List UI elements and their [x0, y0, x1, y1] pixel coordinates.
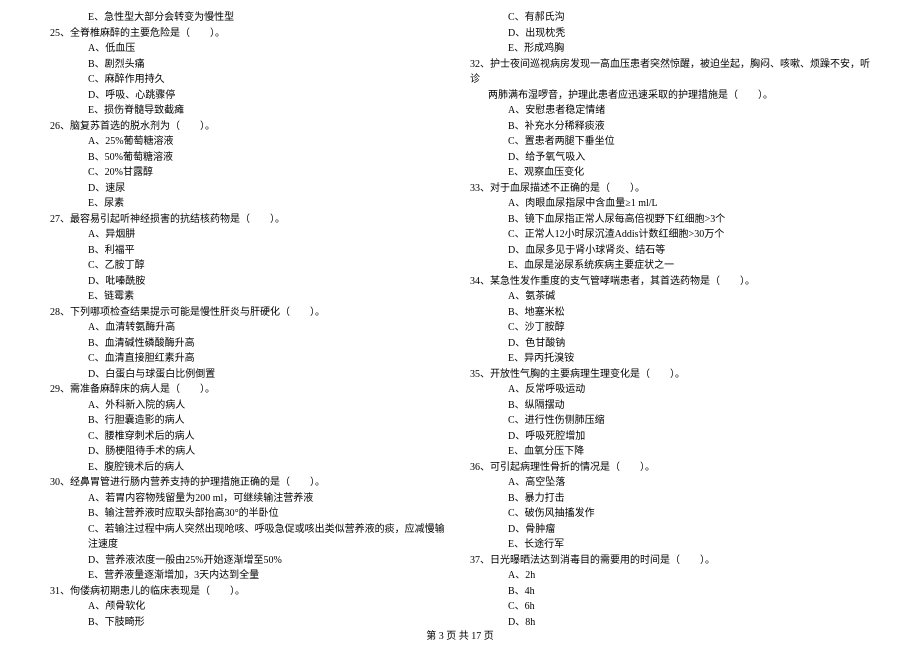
q26-stem: 26、脑复苏首选的脱水剂为（ ）。: [50, 119, 450, 135]
q25-e: E、损伤脊髓导致截瘫: [50, 103, 450, 119]
q25-stem: 25、全脊椎麻醉的主要危险是（ ）。: [50, 26, 450, 42]
q36-e: E、长途行军: [470, 537, 870, 553]
q28-a: A、血清转氨酶升高: [50, 320, 450, 336]
q29-c: C、腰椎穿刺术后的病人: [50, 429, 450, 445]
q28-d: D、白蛋白与球蛋白比例倒置: [50, 367, 450, 383]
q31-a: A、颅骨软化: [50, 599, 450, 615]
q25-d: D、呼吸、心跳骤停: [50, 88, 450, 104]
q35-c: C、进行性伤侧肺压缩: [470, 413, 870, 429]
q30-a: A、若胃内容物残留量为200 ml，可继续输注营养液: [50, 491, 450, 507]
q36-a: A、高空坠落: [470, 475, 870, 491]
q34-stem: 34、某急性发作重度的支气管哮喘患者，其首选药物是（ ）。: [470, 274, 870, 290]
q27-d: D、吡嗪酰胺: [50, 274, 450, 290]
q33-stem: 33、对于血尿描述不正确的是（ ）。: [470, 181, 870, 197]
q29-stem: 29、需准备麻醉床的病人是（ ）。: [50, 382, 450, 398]
q35-a: A、反常呼吸运动: [470, 382, 870, 398]
q28-b: B、血清碱性磷酸酶升高: [50, 336, 450, 352]
option-e: E、急性型大部分会转变为慢性型: [50, 10, 450, 26]
q25-a: A、低血压: [50, 41, 450, 57]
q31-d: D、出现枕秃: [470, 26, 870, 42]
q27-b: B、利福平: [50, 243, 450, 259]
q33-e: E、血尿是泌尿系统疾病主要症状之一: [470, 258, 870, 274]
q33-c: C、正常人12小时尿沉渣Addis计数红细胞>30万个: [470, 227, 870, 243]
q27-a: A、异烟肼: [50, 227, 450, 243]
q26-b: B、50%葡萄糖溶液: [50, 150, 450, 166]
q30-e: E、营养液量逐渐增加，3天内达到全量: [50, 568, 450, 584]
q36-b: B、暴力打击: [470, 491, 870, 507]
q33-a: A、肉眼血尿指尿中含血量≥1 ml/L: [470, 196, 870, 212]
q32-e: E、观察血压变化: [470, 165, 870, 181]
q25-c: C、麻醉作用持久: [50, 72, 450, 88]
q37-a: A、2h: [470, 568, 870, 584]
q26-c: C、20%甘露醇: [50, 165, 450, 181]
q32-d: D、给予氧气吸入: [470, 150, 870, 166]
q35-e: E、血氧分压下降: [470, 444, 870, 460]
q31-stem: 31、佝偻病初期患儿的临床表现是（ ）。: [50, 584, 450, 600]
q32-c: C、置患者两腿下垂坐位: [470, 134, 870, 150]
q36-stem: 36、可引起病理性骨折的情况是（ ）。: [470, 460, 870, 476]
q32-stem: 32、护士夜间巡视病房发现一高血压患者突然惊醒，被迫坐起，胸闷、咳嗽、烦躁不安，…: [470, 57, 870, 88]
q33-d: D、血尿多见于肾小球肾炎、结石等: [470, 243, 870, 259]
q29-a: A、外科新入院的病人: [50, 398, 450, 414]
q30-b: B、输注营养液时应取头部抬高30°的半卧位: [50, 506, 450, 522]
q34-c: C、沙丁胺醇: [470, 320, 870, 336]
q34-d: D、色甘酸钠: [470, 336, 870, 352]
q34-a: A、氨茶碱: [470, 289, 870, 305]
right-column: C、有郝氏沟 D、出现枕秃 E、形成鸡胸 32、护士夜间巡视病房发现一高血压患者…: [460, 10, 880, 630]
q34-b: B、地塞米松: [470, 305, 870, 321]
q36-d: D、骨肿瘤: [470, 522, 870, 538]
q37-c: C、6h: [470, 599, 870, 615]
q36-c: C、破伤风抽搐发作: [470, 506, 870, 522]
q26-a: A、25%葡萄糖溶液: [50, 134, 450, 150]
q27-e: E、链霉素: [50, 289, 450, 305]
q27-c: C、乙胺丁醇: [50, 258, 450, 274]
q37-stem: 37、日光曝晒法达到消毒目的需要用的时间是（ ）。: [470, 553, 870, 569]
q35-b: B、纵隔摆动: [470, 398, 870, 414]
left-column: E、急性型大部分会转变为慢性型 25、全脊椎麻醉的主要危险是（ ）。 A、低血压…: [40, 10, 460, 630]
q25-b: B、剧烈头痛: [50, 57, 450, 73]
q35-d: D、呼吸死腔增加: [470, 429, 870, 445]
q29-e: E、腹腔镜术后的病人: [50, 460, 450, 476]
q35-stem: 35、开放性气胸的主要病理生理变化是（ ）。: [470, 367, 870, 383]
q32-b: B、补充水分稀释痰液: [470, 119, 870, 135]
q26-e: E、尿素: [50, 196, 450, 212]
q28-stem: 28、下列哪项检查结果提示可能是慢性肝炎与肝硬化（ ）。: [50, 305, 450, 321]
q34-e: E、异丙托溴铵: [470, 351, 870, 367]
q27-stem: 27、最容易引起听神经损害的抗结核药物是（ ）。: [50, 212, 450, 228]
q32-a: A、安慰患者稳定情绪: [470, 103, 870, 119]
page-footer: 第 3 页 共 17 页: [0, 627, 920, 642]
q32-cont: 两肺满布湿啰音，护理此患者应迅速采取的护理措施是（ ）。: [470, 88, 870, 104]
q26-d: D、速尿: [50, 181, 450, 197]
q29-b: B、行胆囊造影的病人: [50, 413, 450, 429]
q33-b: B、镜下血尿指正常人尿每高倍视野下红细胞>3个: [470, 212, 870, 228]
exam-page: E、急性型大部分会转变为慢性型 25、全脊椎麻醉的主要危险是（ ）。 A、低血压…: [0, 0, 920, 630]
q37-b: B、4h: [470, 584, 870, 600]
q31-c: C、有郝氏沟: [470, 10, 870, 26]
q30-stem: 30、经鼻胃管进行肠内营养支持的护理措施正确的是（ ）。: [50, 475, 450, 491]
q31-e: E、形成鸡胸: [470, 41, 870, 57]
q28-c: C、血清直接胆红素升高: [50, 351, 450, 367]
q29-d: D、肠梗阻待手术的病人: [50, 444, 450, 460]
q30-c: C、若输注过程中病人突然出现呛咳、呼吸急促或咳出类似营养液的痰，应减慢输注速度: [50, 522, 450, 553]
q30-d: D、营养液浓度一般由25%开始逐渐增至50%: [50, 553, 450, 569]
